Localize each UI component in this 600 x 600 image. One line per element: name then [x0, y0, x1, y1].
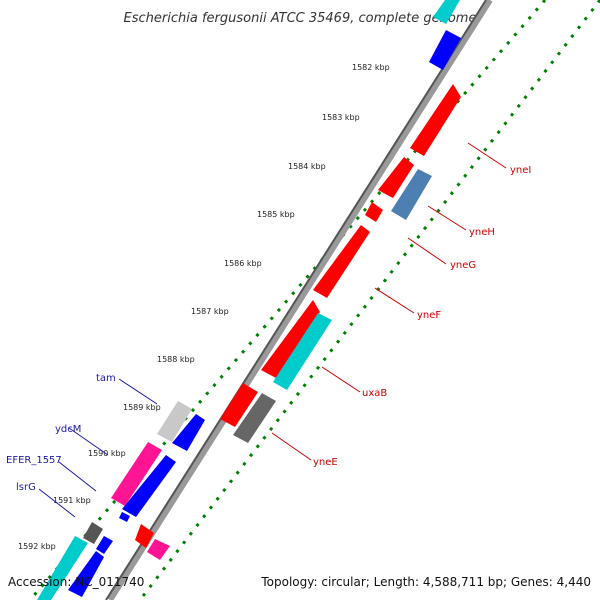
feature-cyan[interactable]: [273, 313, 332, 390]
feature-red[interactable]: [135, 524, 154, 548]
gene-label[interactable]: yneI: [510, 165, 531, 176]
feature-red[interactable]: [220, 383, 258, 427]
forward-strand-features: [37, 0, 461, 600]
feature-red[interactable]: [313, 225, 370, 298]
feature-magenta[interactable]: [147, 539, 170, 560]
tick-label: 1588 kbp: [157, 355, 195, 364]
tick-label: 1582 kbp: [352, 63, 390, 72]
feature-red[interactable]: [410, 84, 461, 156]
feature-blue[interactable]: [119, 512, 130, 522]
feature-blue[interactable]: [122, 455, 176, 517]
tick-label: 1586 kbp: [224, 259, 262, 268]
feature-red[interactable]: [365, 202, 383, 222]
feature-steelblue[interactable]: [391, 169, 432, 220]
forward-leader-lines: [38, 378, 158, 518]
reverse-strand-features: [135, 84, 461, 560]
gene-label[interactable]: tam: [96, 373, 116, 384]
tick-label: 1591 kbp: [53, 496, 91, 505]
tick-ruler: [28, 0, 547, 600]
tick-label: 1583 kbp: [322, 113, 360, 122]
gene-label[interactable]: uxaB: [362, 388, 387, 399]
gene-label[interactable]: lsrG: [16, 482, 36, 493]
tick-label: 1592 kbp: [18, 542, 56, 551]
feature-blue[interactable]: [96, 536, 113, 554]
feature-blue[interactable]: [172, 414, 205, 451]
accession-label: Accession: NC_011740: [8, 575, 145, 589]
tick-label: 1589 kbp: [123, 403, 161, 412]
feature-gray[interactable]: [83, 522, 103, 544]
backbone-ring-outer: [107, 0, 493, 600]
gene-label[interactable]: EFER_1557: [6, 455, 62, 466]
feature-red[interactable]: [261, 300, 320, 378]
gene-label[interactable]: ydcM: [55, 424, 81, 435]
feature-blue[interactable]: [429, 30, 461, 70]
forward-gene-labels: tam ydcM EFER_1557 lsrG: [6, 373, 116, 493]
tick-label: 1587 kbp: [191, 307, 229, 316]
tick-label: 1585 kbp: [257, 210, 295, 219]
gc-track: [138, 0, 600, 600]
feature-lightgray[interactable]: [157, 401, 192, 442]
gene-label[interactable]: yneH: [469, 227, 495, 238]
reverse-leader-lines: [271, 142, 507, 461]
tick-labels: 1582 kbp 1583 kbp 1584 kbp 1585 kbp 1586…: [18, 63, 390, 551]
feature-cyan[interactable]: [37, 536, 88, 600]
gene-label[interactable]: yneF: [417, 310, 441, 321]
topology-label: Topology: circular; Length: 4,588,711 bp…: [261, 575, 591, 589]
tick-label: 1584 kbp: [288, 162, 326, 171]
feature-red[interactable]: [378, 157, 414, 198]
reverse-gene-labels: yneI yneH yneG yneF uxaB yneE: [313, 165, 531, 468]
feature-blue[interactable]: [68, 551, 104, 597]
tick-label: 1590 kbp: [88, 449, 126, 458]
map-title: Escherichia fergusonii ATCC 35469, compl…: [124, 11, 477, 26]
backbone-ring-inner: [105, 0, 487, 600]
gene-label[interactable]: yneE: [313, 457, 338, 468]
feature-cyan[interactable]: [433, 0, 460, 24]
gene-label[interactable]: yneG: [450, 260, 476, 271]
feature-magenta[interactable]: [111, 442, 162, 506]
feature-gray[interactable]: [233, 393, 276, 443]
